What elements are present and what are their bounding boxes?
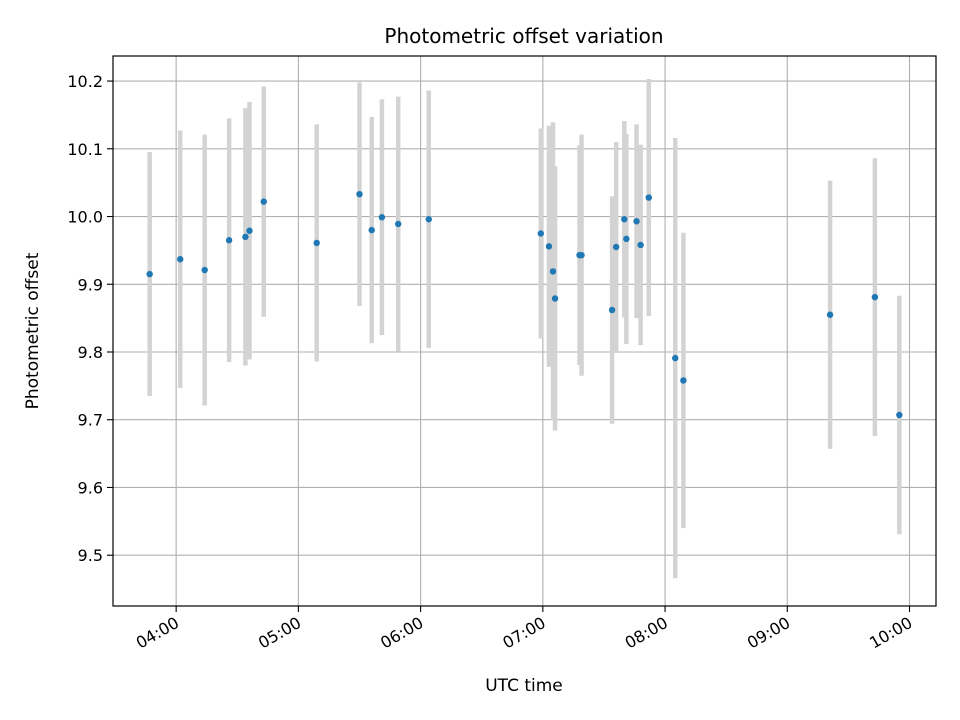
data-point: [246, 227, 253, 234]
data-point: [537, 230, 544, 237]
data-point: [633, 218, 640, 225]
y-tick-label: 9.7: [78, 411, 103, 430]
data-point: [549, 268, 557, 275]
data-point: [356, 190, 363, 198]
data-point: [242, 233, 249, 241]
x-axis-label: UTC time: [485, 676, 563, 696]
y-tick-label: 9.6: [78, 478, 103, 497]
data-point: [826, 311, 834, 318]
data-point: [672, 354, 679, 362]
data-point: [578, 251, 585, 259]
data-point: [680, 377, 687, 384]
y-tick-label: 10.1: [67, 140, 103, 159]
data-point: [425, 216, 432, 223]
data-points: [146, 190, 903, 419]
data-point: [146, 270, 153, 278]
data-point: [368, 226, 375, 234]
data-point: [551, 295, 559, 302]
data-point: [637, 241, 644, 249]
y-tick-label: 10.2: [67, 72, 103, 91]
y-tick-label: 9.5: [78, 546, 103, 565]
data-point: [621, 216, 628, 223]
data-point: [313, 239, 320, 247]
y-tick-label: 9.8: [78, 343, 103, 362]
data-point: [225, 237, 233, 244]
y-axis: 9.5 9.6 9.7 9.8 9.9 10.0 10.1 10.2: [67, 72, 113, 565]
data-point: [201, 266, 208, 274]
data-point: [623, 235, 630, 243]
data-point: [896, 411, 903, 419]
data-point: [394, 220, 402, 228]
data-point: [177, 256, 184, 263]
y-tick-label: 9.9: [78, 275, 103, 294]
chart-title: Photometric offset variation: [384, 24, 663, 48]
data-point: [260, 198, 267, 205]
data-point: [608, 306, 616, 314]
y-tick-label: 10.0: [67, 208, 103, 227]
data-point: [378, 214, 386, 221]
data-point: [871, 293, 879, 301]
data-point: [612, 243, 620, 251]
data-point: [645, 194, 652, 201]
data-point: [545, 243, 553, 250]
y-axis-label: Photometric offset: [23, 252, 43, 409]
plot-frame: [112, 55, 937, 607]
